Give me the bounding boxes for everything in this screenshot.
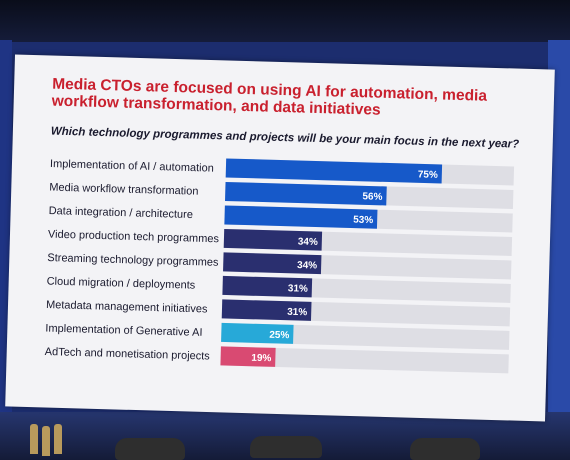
bar-row: Cloud migration / deployments 31%	[47, 275, 511, 303]
category-label: Streaming technology programmes	[47, 252, 219, 269]
bar	[222, 275, 313, 298]
bar-row: Implementation of AI / automation 75%	[50, 158, 515, 186]
bar	[221, 322, 294, 344]
value-label: 31%	[287, 307, 307, 319]
category-label: Media workflow transformation	[49, 182, 198, 198]
bar-row: Video production tech programmes 34%	[48, 228, 513, 256]
wall-right	[548, 40, 570, 430]
bar	[220, 346, 276, 367]
bar-row: Metadata management initiatives 31%	[46, 299, 511, 327]
bar-row: AdTech and monetisation projects 19%	[45, 346, 509, 374]
value-label: 25%	[269, 330, 289, 342]
category-label: Implementation of Generative AI	[45, 322, 202, 338]
category-label: Video production tech programmes	[48, 229, 220, 246]
category-label: AdTech and monetisation projects	[45, 346, 211, 363]
presentation-screen: Media CTOs are focused on using AI for a…	[5, 54, 555, 422]
category-label: Data integration / architecture	[48, 205, 193, 221]
bar-row: Streaming technology programmes 34%	[47, 252, 512, 280]
category-label: Cloud migration / deployments	[47, 276, 196, 292]
bar-track	[220, 346, 509, 374]
bar	[224, 205, 378, 229]
bar	[221, 299, 312, 321]
bar	[225, 158, 443, 184]
bottle	[42, 426, 50, 456]
bar	[223, 252, 322, 275]
bar-row: Data integration / architecture 53%	[48, 205, 513, 233]
bottle	[54, 424, 62, 454]
ceiling	[0, 0, 570, 42]
audience-head	[410, 438, 480, 460]
category-label: Implementation of AI / automation	[50, 158, 214, 175]
value-label: 34%	[298, 237, 318, 249]
audience-head	[250, 436, 322, 458]
bar	[223, 228, 323, 251]
value-label: 34%	[297, 260, 317, 272]
category-label: Metadata management initiatives	[46, 299, 208, 316]
bottle	[30, 424, 38, 454]
bar	[225, 181, 387, 206]
value-label: 31%	[288, 283, 308, 295]
bar-row: Media workflow transformation 56%	[49, 181, 514, 209]
value-label: 19%	[251, 353, 271, 365]
bar-row: Implementation of Generative AI 25%	[45, 322, 510, 350]
audience-head	[115, 438, 185, 460]
value-label: 75%	[418, 169, 438, 181]
value-label: 56%	[362, 191, 382, 203]
bar-chart: Implementation of AI / automation75%Medi…	[45, 158, 515, 374]
value-label: 53%	[353, 215, 373, 227]
